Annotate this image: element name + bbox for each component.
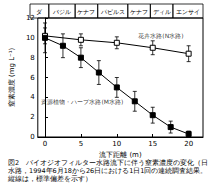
svg-text:0: 0	[30, 133, 34, 141]
svg-text:バジル: バジル	[52, 8, 71, 15]
svg-text:資源植物・ハーブ水路(M水路): 資源植物・ハーブ水路(M水路)	[41, 98, 123, 106]
svg-text:10: 10	[112, 140, 121, 148]
svg-text:4: 4	[30, 93, 35, 101]
svg-text:エンサイ: エンサイ	[176, 8, 200, 15]
svg-text:12: 12	[25, 14, 35, 22]
svg-text:図2 バイオジオフィルター水路流下に伴う窒素濃度の変化（日: 図2 バイオジオフィルター水路流下に伴う窒素濃度の変化（日	[8, 159, 208, 167]
svg-text:パピルス: パピルス	[100, 8, 125, 15]
svg-text:水路，1994年6月18から26日における1日1回の連続調査: 水路，1994年6月18から26日における1日1回の連続調査結果。	[8, 167, 208, 175]
svg-text:ダ: ダ	[36, 8, 43, 15]
svg-text:5: 5	[79, 140, 83, 148]
svg-text:15: 15	[148, 140, 157, 148]
svg-text:8: 8	[30, 54, 34, 62]
svg-text:0: 0	[43, 140, 47, 148]
svg-text:ケナフ: ケナフ	[130, 8, 148, 15]
svg-text:20: 20	[184, 140, 193, 148]
svg-text:縦線は，標準偏差を示す）: 縦線は，標準偏差を示す）	[7, 175, 92, 183]
svg-text:窒素濃度 (mg L⁻¹): 窒素濃度 (mg L⁻¹)	[8, 47, 16, 107]
svg-text:ディル: ディル	[153, 8, 171, 15]
svg-text:10: 10	[26, 34, 35, 42]
svg-text:流下距離 (m): 流下距離 (m)	[99, 151, 142, 160]
svg-text:2: 2	[30, 113, 34, 121]
svg-text:花卉水路(N水路): 花卉水路(N水路)	[138, 32, 183, 39]
svg-text:ケナフ: ケナフ	[77, 8, 95, 15]
svg-text:6: 6	[30, 74, 35, 82]
